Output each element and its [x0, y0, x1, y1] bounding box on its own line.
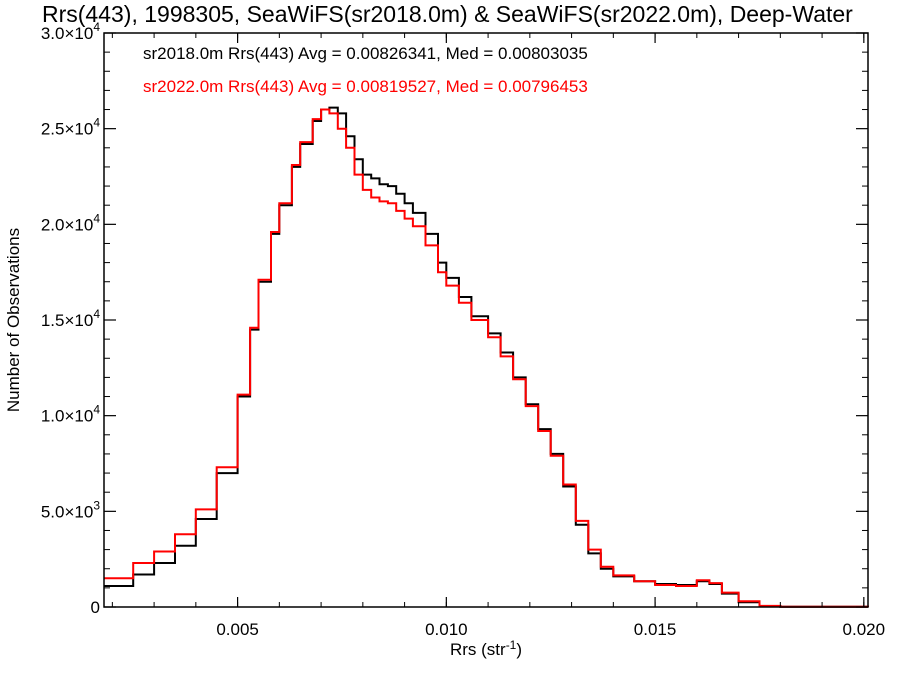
stats-line-sr2018: sr2018.0m Rrs(443) Avg = 0.00826341, Med…: [143, 44, 588, 63]
y-tick-label: 1.5×104: [41, 307, 100, 330]
y-tick-label: 3.0×104: [41, 20, 100, 43]
y-axis: 0 5.0×103 1.0×104 1.5×104 2.0×104 2.5×104 3.0×…: [41, 20, 868, 617]
x-axis-label: Rrs (str-1): [450, 638, 522, 659]
series-line-sr2022: [104, 108, 869, 608]
x-tick-label: 0.010: [425, 620, 468, 639]
x-tick-label: 0.020: [843, 620, 886, 639]
x-axis: 0.005 0.010 0.015 0.020: [111, 33, 886, 639]
stats-line-sr2022: sr2022.0m Rrs(443) Avg = 0.00819527, Med…: [143, 77, 588, 96]
series-line-sr2018: [104, 106, 869, 608]
y-tick-label: 2.5×104: [41, 116, 100, 139]
y-tick-label: 5.0×103: [41, 498, 100, 521]
chart-title: Rrs(443), 1998305, SeaWiFS(sr2018.0m) & …: [42, 1, 853, 27]
x-tick-label: 0.005: [216, 620, 259, 639]
y-axis-label: Number of Observations: [4, 228, 23, 412]
series-layer: [104, 106, 869, 608]
x-tick-label: 0.015: [634, 620, 677, 639]
stats-legend: sr2018.0m Rrs(443) Avg = 0.00826341, Med…: [143, 44, 588, 96]
y-tick-label: 2.0×104: [41, 211, 100, 234]
y-tick-label: 0: [91, 598, 100, 617]
y-tick-label: 1.0×104: [41, 403, 100, 426]
